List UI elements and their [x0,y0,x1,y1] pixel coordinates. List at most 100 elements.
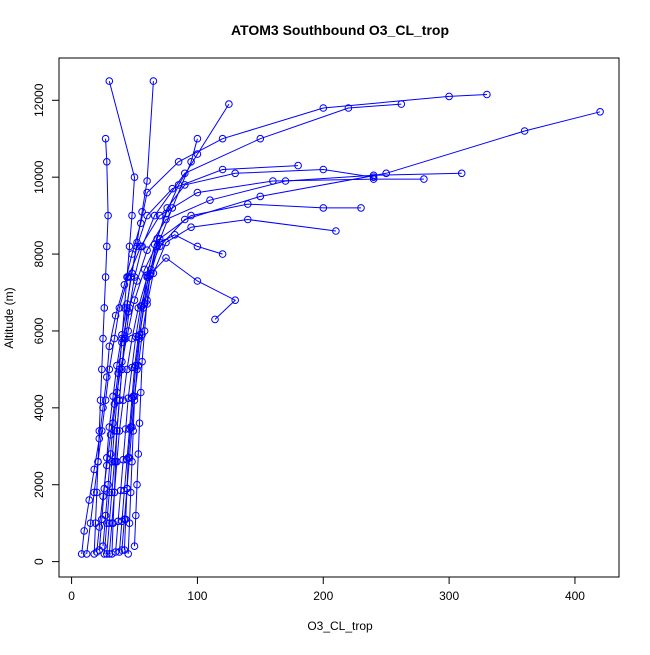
data-point [90,550,98,558]
data-point [133,480,141,489]
data-point [105,77,114,85]
chart-title: ATOM3 Southbound O3_CL_trop [231,22,449,38]
plot-area [77,77,604,558]
data-point [143,188,151,197]
data-point [94,457,102,466]
data-point [218,250,227,258]
data-point [193,277,202,285]
data-point [77,550,86,558]
data-point [86,519,95,528]
data-point [125,242,134,251]
data-point [130,363,139,372]
data-point [118,365,126,374]
data-point [319,204,328,212]
data-point [193,242,202,251]
data-point [369,175,378,183]
data-point [187,211,195,220]
data-point [96,396,105,405]
data-point [98,515,106,524]
data-point [135,419,144,428]
data-point [143,177,151,185]
data-point [123,273,131,281]
data-point [397,100,406,108]
data-point [105,488,114,497]
data-point [95,523,104,531]
data-point [113,427,121,435]
data-point [115,396,124,405]
data-point [218,165,227,174]
x-tick-label: 0 [68,589,75,603]
data-point [138,357,146,366]
data-point [110,488,119,497]
series-line-12 [134,168,374,547]
data-point [100,304,109,312]
data-point [174,158,183,166]
data-point [211,315,219,324]
data-point [132,511,140,520]
data-point [118,334,126,343]
data-point [99,334,107,343]
data-point [91,519,100,528]
data-point [98,365,106,374]
data-point [140,327,149,335]
data-point [149,77,158,85]
data-point [124,550,132,558]
data-point [110,427,119,435]
data-point [125,425,134,433]
data-point [382,169,391,178]
data-point [332,227,340,235]
x-tick-label: 400 [565,589,585,603]
data-point [109,392,117,401]
data-point [174,181,183,189]
data-point [123,304,131,312]
y-tick-label: 12000 [32,83,46,117]
data-point [123,455,131,464]
data-point [108,488,116,497]
data-point [244,215,252,224]
data-point [108,550,116,558]
data-point [103,519,111,528]
y-tick-label: 6000 [32,317,46,344]
series-line-8 [106,103,402,554]
data-point [101,273,110,281]
y-tick-label: 8000 [32,240,46,267]
data-point [206,196,214,204]
series-line-9 [127,138,198,554]
data-point [138,302,146,310]
data-point [168,184,177,193]
data-point [128,211,136,220]
x-axis-label: O3_CL_trop [307,619,373,633]
y-tick-label: 10000 [32,160,46,194]
series-line-3 [108,111,601,554]
series-line-6 [86,178,424,554]
data-point [193,134,202,143]
data-point [103,550,111,558]
data-point [256,192,265,201]
data-point [483,90,491,99]
data-point [101,396,110,405]
data-point [143,211,151,220]
data-point [130,173,139,181]
data-point [162,209,170,218]
y-tick-label: 4000 [32,394,46,421]
data-point [140,300,149,308]
series-line-1 [81,94,487,554]
data-point [110,400,119,408]
data-point [108,457,116,466]
data-point [103,242,111,251]
x-tick-label: 100 [187,589,207,603]
data-point [105,365,114,374]
data-point [162,254,170,262]
data-point [85,496,93,504]
data-point [100,484,109,493]
data-point [115,548,124,556]
data-point [103,454,111,462]
data-point [130,396,139,405]
data-point [445,92,453,101]
data-point [129,392,137,401]
data-point [120,281,129,289]
data-point [137,388,145,397]
data-point [135,331,144,339]
